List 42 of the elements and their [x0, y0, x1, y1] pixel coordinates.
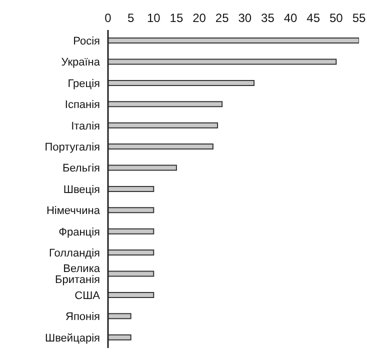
x-tick-label: 25 — [215, 11, 230, 25]
bar — [108, 250, 154, 256]
y-tick-label: Португалія — [44, 142, 100, 154]
x-tick-label: 5 — [127, 11, 134, 25]
x-tick-label: 0 — [104, 11, 112, 25]
x-tick-label: 10 — [146, 11, 161, 25]
bar — [108, 292, 154, 298]
bar — [108, 58, 337, 65]
bar — [108, 80, 255, 86]
x-tick-label: 15 — [170, 11, 184, 25]
y-tick-label: Греція — [68, 78, 100, 90]
x-tick-label: 30 — [238, 11, 252, 25]
bar — [108, 228, 154, 234]
y-tick-label: Японія — [66, 311, 100, 324]
bar — [108, 101, 223, 108]
x-tick-label: 35 — [261, 11, 275, 25]
y-tick-label: Велика Британія — [55, 263, 101, 286]
bar — [108, 38, 359, 44]
bar — [108, 164, 177, 171]
bar — [108, 334, 132, 340]
y-tick-label: Росія — [73, 36, 100, 48]
bar — [108, 270, 154, 277]
bar — [108, 313, 132, 320]
bar — [108, 186, 154, 192]
y-tick-label: Україна — [61, 56, 101, 69]
x-tick-label: 40 — [284, 11, 298, 25]
x-tick-label: 20 — [192, 11, 206, 25]
y-tick-label: Італія — [71, 120, 100, 132]
x-tick-label: 45 — [306, 11, 320, 25]
y-tick-label: Швейцарія — [45, 332, 100, 344]
y-tick-label: Бельгія — [62, 162, 100, 175]
x-tick-label: 50 — [330, 11, 344, 25]
bar — [108, 122, 218, 128]
y-tick-label: Голландія — [49, 248, 100, 260]
bar — [108, 207, 154, 214]
y-tick-label: Франція — [58, 226, 100, 238]
y-tick-label: Швеція — [63, 184, 100, 196]
y-tick-label: Німеччина — [46, 205, 101, 218]
bar — [108, 144, 214, 150]
x-tick-label: 55 — [352, 11, 366, 25]
y-tick-label: Іспанія — [64, 99, 100, 112]
y-tick-label: США — [74, 290, 101, 302]
